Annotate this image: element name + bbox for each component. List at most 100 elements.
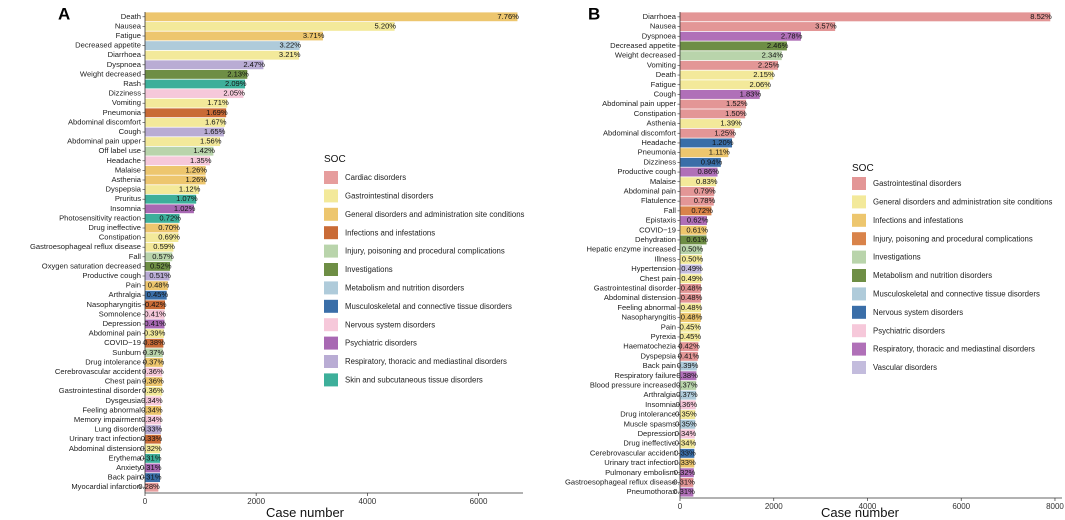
- bar: [680, 89, 760, 99]
- legend-swatch: [324, 373, 338, 387]
- value-label: 1.39%: [720, 119, 742, 128]
- value-label: 0.61%: [686, 235, 708, 244]
- value-label: 3.71%: [303, 31, 325, 40]
- bar: [145, 309, 165, 319]
- bar: [680, 487, 694, 497]
- category-label: Pruritus: [115, 194, 141, 203]
- legend-label: Respiratory, thoracic and mediastinal di…: [873, 345, 1035, 354]
- value-label: 0.45%: [680, 322, 702, 331]
- bar: [680, 109, 746, 119]
- category-label: Back pain: [108, 473, 141, 482]
- value-label: 1.12%: [179, 185, 201, 194]
- legend-label: Gastrointestinal disorders: [345, 191, 434, 200]
- value-label: 0.78%: [694, 196, 716, 205]
- bar: [145, 357, 163, 367]
- value-label: 0.32%: [140, 444, 162, 453]
- category-label: Cerebrovascular accident: [55, 367, 142, 376]
- x-axis-title: Case number: [266, 505, 345, 520]
- legend-label: Skin and subcutaneous tissue disorders: [345, 375, 483, 384]
- bar: [145, 60, 264, 70]
- category-label: Dizziness: [109, 89, 142, 98]
- category-label: Memory impairment: [74, 415, 142, 424]
- legend-title: SOC: [852, 163, 874, 174]
- bar: [680, 274, 702, 284]
- legend-swatch: [852, 305, 866, 319]
- legend-label: Cardiac disorders: [345, 173, 406, 182]
- category-label: Drug ineffective: [88, 223, 141, 232]
- value-label: 0.33%: [674, 448, 696, 457]
- category-label: Dysgeusia: [106, 396, 142, 405]
- value-label: 0.45%: [147, 290, 169, 299]
- x-tick-label: 4000: [859, 502, 877, 511]
- value-label: 0.41%: [144, 309, 166, 318]
- bar: [680, 245, 702, 255]
- value-label: 1.11%: [709, 148, 730, 157]
- legend-label: Metabolism and nutrition disorders: [873, 271, 992, 280]
- bar: [680, 390, 697, 400]
- value-label: 2.05%: [223, 89, 245, 98]
- category-label: Headache: [106, 156, 141, 165]
- value-label: 0.48%: [681, 313, 703, 322]
- category-label: Dyspepsia: [106, 185, 142, 194]
- bar: [145, 281, 168, 291]
- bar: [145, 185, 199, 195]
- category-label: Fall: [664, 206, 677, 215]
- value-label: 1.71%: [207, 98, 229, 107]
- value-label: 0.94%: [701, 157, 723, 166]
- value-label: 0.28%: [138, 482, 160, 491]
- x-tick-label: 8000: [1046, 502, 1064, 511]
- value-label: 0.61%: [686, 225, 708, 234]
- bar: [145, 319, 165, 329]
- panel-a-chart: A Death 7.76% Nausea 5.20% Fatigue 3.71% Decrea…: [30, 4, 525, 520]
- value-label: 0.34%: [141, 405, 163, 414]
- category-label: Asthenia: [111, 175, 141, 184]
- value-label: 0.48%: [681, 293, 703, 302]
- category-label: Death: [656, 70, 676, 79]
- category-label: Diarrhoea: [108, 50, 142, 59]
- bar: [145, 137, 221, 147]
- value-label: 1.65%: [204, 127, 226, 136]
- legend-label: Infections and infestations: [345, 228, 435, 237]
- value-label: 0.41%: [144, 319, 166, 328]
- category-label: Abdominal pain: [89, 329, 141, 338]
- value-label: 0.31%: [673, 487, 695, 496]
- category-label: Productive cough: [82, 271, 141, 280]
- value-label: 1.26%: [186, 175, 208, 184]
- bar: [145, 473, 161, 483]
- category-label: Abdominal pain: [624, 186, 676, 195]
- bar: [145, 50, 299, 60]
- legend-label: Investigations: [345, 265, 393, 274]
- value-label: 1.42%: [193, 146, 215, 155]
- legend-label: Psychiatric disorders: [345, 339, 417, 348]
- category-label: Blood pressure increased: [590, 380, 676, 389]
- category-label: Myocardial infarction: [71, 482, 141, 491]
- value-label: 0.70%: [158, 223, 180, 232]
- bar: [680, 303, 701, 313]
- legend-label: Nervous system disorders: [345, 320, 435, 329]
- category-label: COVID−19: [639, 225, 676, 234]
- value-label: 0.37%: [143, 357, 165, 366]
- x-tick-label: 4000: [358, 497, 376, 506]
- panel-b-chart: B Diarrhoea 8.52% Nausea 3.57% Dyspnoea 2.78% D…: [565, 4, 1064, 520]
- category-label: Hypertension: [631, 264, 676, 273]
- value-label: 2.09%: [225, 79, 247, 88]
- bar: [145, 165, 206, 175]
- bar: [145, 444, 161, 454]
- bar: [145, 396, 162, 406]
- value-label: 1.83%: [740, 89, 762, 98]
- category-label: Gastroesophageal reflux disease: [565, 477, 676, 486]
- bar: [145, 261, 171, 271]
- category-label: Illness: [654, 254, 676, 263]
- legend-swatch: [324, 299, 338, 313]
- category-label: Pain: [126, 281, 141, 290]
- bar: [680, 468, 694, 478]
- bar: [145, 271, 170, 281]
- bar: [680, 196, 714, 206]
- legend-swatch: [324, 189, 338, 203]
- legend-swatch: [324, 318, 338, 332]
- bar: [680, 400, 696, 410]
- value-label: 0.36%: [676, 400, 698, 409]
- bar: [145, 108, 227, 118]
- value-label: 0.49%: [681, 264, 703, 273]
- category-label: Nasopharyngitis: [87, 300, 142, 309]
